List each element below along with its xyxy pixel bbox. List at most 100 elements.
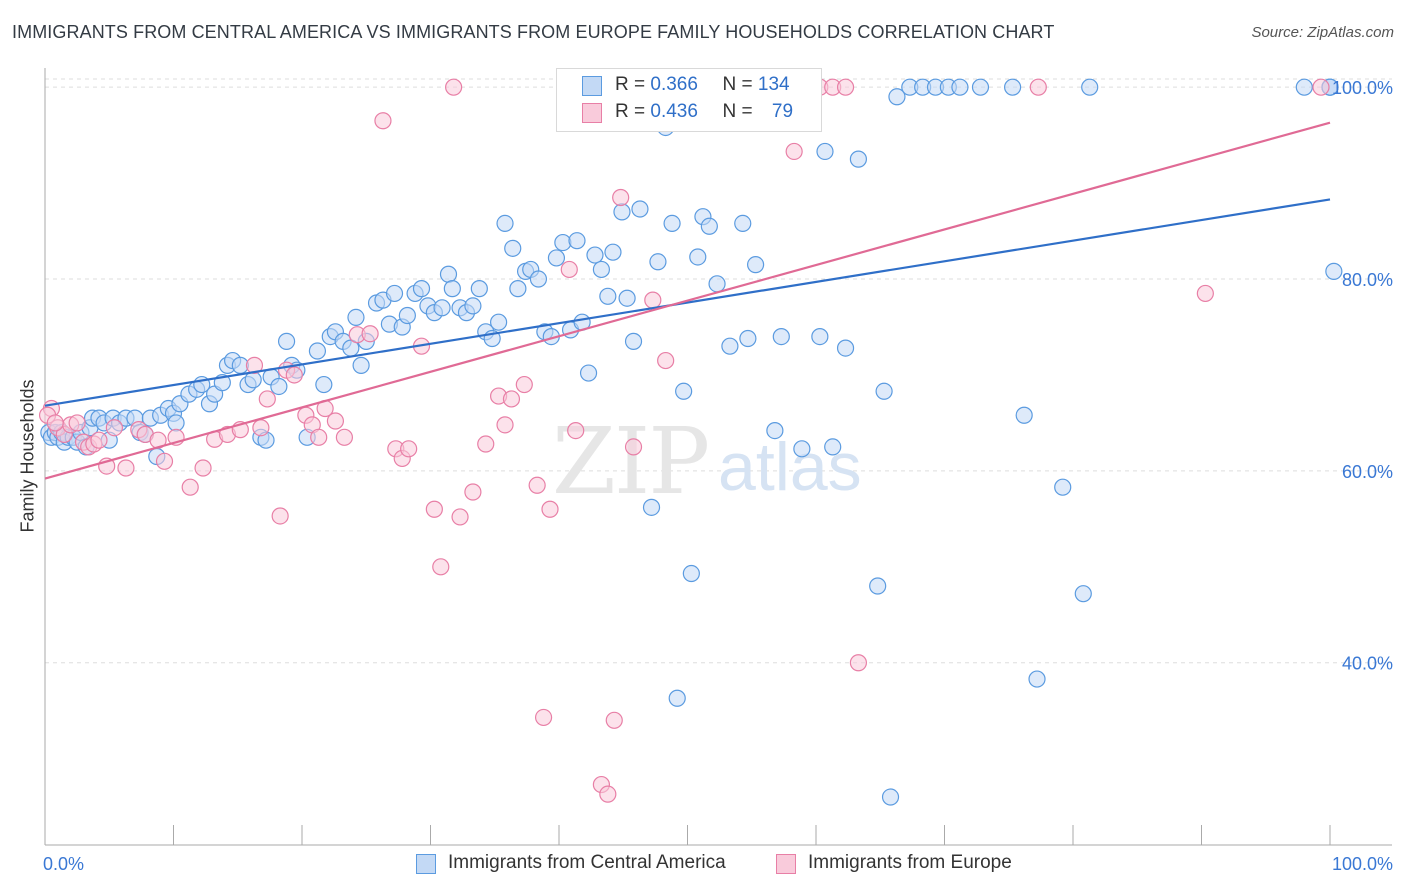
point-central-america (1054, 478, 1072, 496)
point-europe (836, 78, 855, 96)
point-europe (68, 414, 86, 432)
point-central-america (568, 232, 586, 250)
point-central-america (951, 78, 969, 96)
point-central-america (849, 150, 868, 168)
point-europe (644, 291, 662, 309)
r-label: R = (615, 74, 646, 95)
point-central-america (793, 440, 811, 458)
point-central-america (167, 414, 185, 432)
point-europe (849, 654, 868, 672)
point-europe (599, 785, 617, 803)
point-europe (1312, 78, 1330, 96)
point-central-america (875, 382, 893, 400)
point-central-america (816, 142, 834, 161)
point-central-america (888, 88, 906, 106)
point-central-america (689, 248, 707, 266)
point-central-america (721, 337, 739, 355)
point-central-america (675, 382, 693, 400)
point-central-america (554, 233, 572, 252)
r-value-europe: 0.436 (650, 101, 698, 122)
point-central-america (529, 270, 548, 288)
point-central-america (1074, 585, 1092, 603)
point-europe (258, 390, 276, 408)
point-europe (445, 78, 463, 96)
point-central-america (599, 287, 617, 305)
point-central-america (881, 788, 900, 806)
n-value-europe: 79 (771, 101, 794, 122)
r-value-central-america: 0.366 (650, 74, 698, 95)
point-central-america (412, 280, 431, 298)
point-europe (451, 508, 469, 526)
point-central-america (1028, 670, 1046, 688)
y-tick-label: 40.0% (1342, 654, 1393, 674)
point-central-america (624, 332, 643, 350)
bottom-legend-label-central-america: Immigrants from Central America (448, 852, 726, 873)
point-europe (271, 507, 289, 525)
trend-lines (44, 121, 1331, 480)
point-central-america (443, 280, 461, 298)
point-central-america (490, 313, 508, 331)
point-europe (425, 500, 443, 518)
point-central-america (708, 275, 726, 293)
point-europe (310, 428, 328, 446)
point-central-america (1325, 262, 1343, 280)
point-central-america (1004, 78, 1022, 96)
data-points (38, 78, 1343, 806)
trend-line-europe (44, 121, 1331, 480)
point-europe (374, 112, 392, 130)
point-europe (400, 440, 418, 458)
point-europe (624, 438, 643, 456)
point-central-america (836, 339, 855, 357)
n-label: N = (722, 74, 753, 95)
point-europe (432, 558, 450, 576)
point-europe (528, 476, 546, 494)
chart-title: IMMIGRANTS FROM CENTRAL AMERICA VS IMMIG… (12, 22, 1055, 42)
point-central-america (739, 329, 757, 348)
gridlines (45, 78, 1392, 664)
point-central-america (277, 332, 296, 350)
point-europe (657, 351, 675, 370)
point-europe (361, 325, 379, 343)
point-central-america (398, 306, 416, 325)
point-central-america (385, 284, 404, 303)
point-europe (785, 142, 803, 161)
point-central-america (604, 243, 622, 261)
point-central-america (649, 253, 667, 271)
point-central-america (631, 200, 649, 218)
point-europe (560, 260, 578, 279)
point-europe (117, 459, 135, 477)
point-central-america (504, 239, 522, 257)
stats-legend: R = 0.366 N = 134 R = 0.436 N = 79 (556, 68, 822, 132)
point-central-america (496, 214, 514, 232)
point-central-america (613, 203, 631, 221)
source-label: Source: ZipAtlas.com (1251, 24, 1394, 41)
point-central-america (586, 246, 604, 264)
point-central-america (869, 577, 887, 595)
watermark-atlas: atlas (718, 429, 862, 505)
bottom-legend-swatch-europe (776, 854, 796, 874)
x-tick-label-max: 100.0% (1332, 854, 1393, 874)
point-europe (1029, 78, 1047, 96)
n-label: N = (722, 101, 753, 122)
r-label: R = (615, 101, 646, 122)
point-europe (252, 419, 270, 437)
point-europe (496, 416, 514, 434)
point-central-america (579, 364, 598, 382)
y-tick-label: 100.0% (1332, 78, 1393, 98)
point-central-america (747, 256, 765, 274)
point-central-america (352, 356, 370, 374)
y-axis-label: Family Households (17, 379, 38, 533)
point-central-america (824, 438, 842, 456)
point-central-america (433, 299, 451, 317)
trend-line-central-america (44, 198, 1331, 407)
point-europe (605, 711, 623, 729)
point-central-america (315, 375, 333, 394)
point-europe (464, 483, 482, 501)
point-europe (541, 500, 559, 518)
n-value-central-america: 134 (757, 74, 790, 95)
point-central-america (439, 265, 458, 283)
point-central-america (971, 78, 990, 96)
point-central-america (1081, 78, 1099, 96)
point-central-america (1295, 78, 1313, 96)
point-central-america (772, 327, 790, 346)
